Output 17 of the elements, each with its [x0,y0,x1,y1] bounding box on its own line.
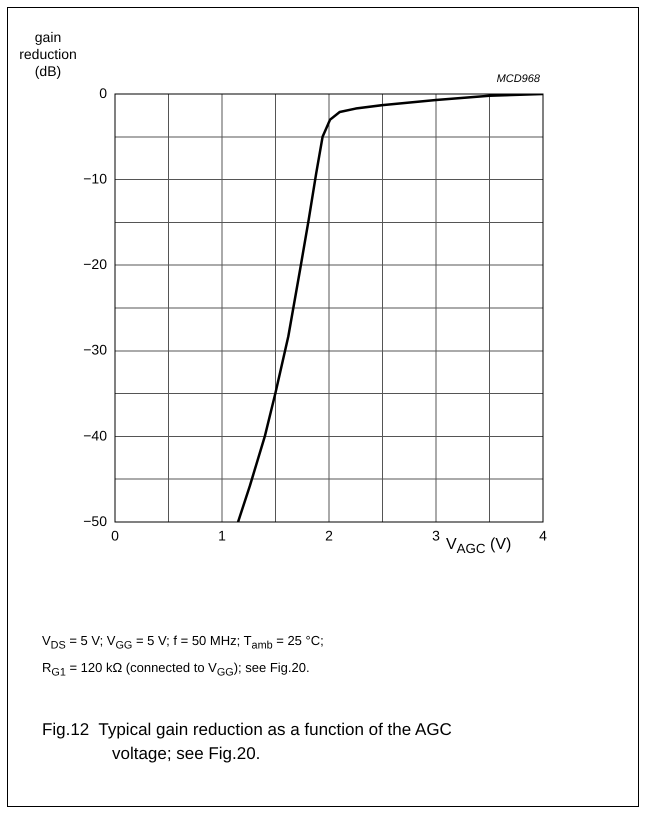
y-axis-title: gain reduction (dB) [18,29,78,80]
x-tick-label: 3 [432,527,440,544]
y-tick-label: −50 [83,512,108,529]
y-tick-label: −10 [83,170,108,186]
y-tick-label: −40 [83,427,108,444]
x-axis-title: V$_{AGC}$ (V) [446,536,512,556]
y-tick-label: −30 [83,342,108,358]
y-tick-label: 0 [99,84,108,101]
x-tick-label: 2 [325,527,334,544]
text: MCD968 [496,73,540,85]
x-tick-label: 0 [111,527,120,544]
text: V$_{DS}$ = 5 V; V$_{GG}$ = 5 V; f = 50 MHz; T$_{amb}$ = 25 °C; [42,633,324,652]
y-tick-label: −20 [83,256,108,272]
x-tick-label: 1 [218,527,226,544]
text: R$_{G1}$ = 120 kΩ (connected to V$_{GG}$); see Fig.20. [42,660,310,679]
x-tick-label: 4 [539,527,548,544]
text: Fig.12 Typical gain reduction as a function of the AGC voltage; see Fig.20. [42,719,453,765]
